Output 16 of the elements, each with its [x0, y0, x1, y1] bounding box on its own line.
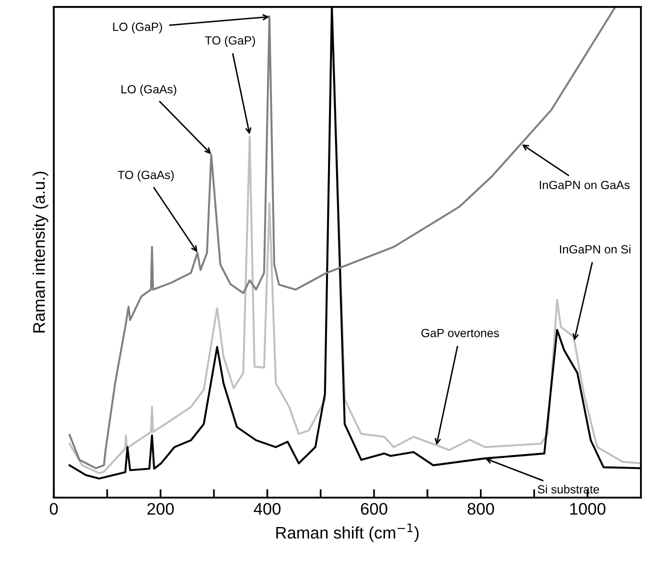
- annotation: Si substrate: [538, 484, 600, 494]
- annotation: TO (GaP): [205, 36, 255, 47]
- annotation: TO (GaAs): [118, 170, 174, 182]
- annotation: LO (GaAs): [122, 84, 176, 96]
- x-tick-label: 1000: [570, 502, 606, 515]
- x-axis-title: Raman shift (cm$^{−1}$): [276, 524, 419, 542]
- x-tick-label: 800: [468, 502, 494, 515]
- annotation: LO (GaP): [113, 22, 162, 34]
- annotation: GaP overtones: [421, 328, 499, 338]
- annotation: InGaPN on Si: [560, 244, 630, 254]
- annotation: InGaPN on GaAs: [540, 180, 630, 190]
- y-axis-title: Raman intensity (a.u.): [32, 172, 48, 332]
- x-tick-label: 400: [254, 502, 281, 515]
- x-tick-label: 200: [147, 502, 174, 515]
- x-tick-label: 0: [50, 502, 58, 515]
- x-tick-label: 600: [360, 502, 388, 515]
